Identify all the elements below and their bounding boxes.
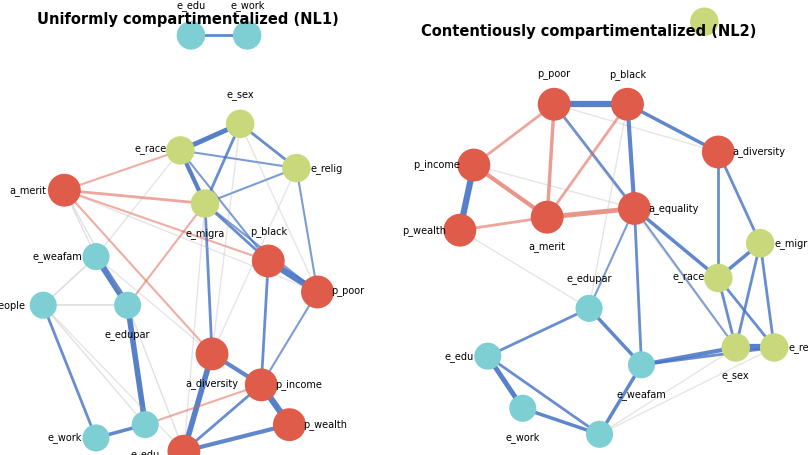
- Text: e_edupar: e_edupar: [566, 273, 612, 284]
- Point: [621, 101, 634, 108]
- Text: e_people: e_people: [0, 300, 26, 311]
- Point: [199, 200, 212, 207]
- Text: a_equality: a_equality: [649, 203, 699, 214]
- Text: e_sex: e_sex: [226, 90, 254, 100]
- Point: [37, 302, 50, 309]
- Text: e_edu: e_edu: [131, 449, 160, 455]
- Point: [174, 147, 187, 154]
- Point: [205, 350, 218, 358]
- Text: e_weafam: e_weafam: [617, 389, 667, 399]
- Point: [712, 274, 725, 282]
- Text: e_work: e_work: [230, 0, 264, 11]
- Text: e_sex: e_sex: [722, 371, 750, 381]
- Text: e_edu: e_edu: [444, 351, 473, 362]
- Text: p_poor: p_poor: [331, 287, 364, 297]
- Text: Contentiously compartimentalized (NL2): Contentiously compartimentalized (NL2): [422, 24, 757, 39]
- Point: [541, 213, 553, 221]
- Point: [58, 187, 71, 194]
- Point: [635, 361, 648, 369]
- Text: e_weafam: e_weafam: [32, 251, 82, 262]
- Point: [628, 205, 641, 212]
- Point: [234, 120, 246, 127]
- Text: p_black: p_black: [250, 226, 287, 237]
- Point: [593, 431, 606, 438]
- Point: [262, 258, 275, 265]
- Text: e_race: e_race: [134, 146, 166, 156]
- Text: e_migra: e_migra: [774, 238, 808, 249]
- Point: [178, 448, 191, 455]
- Point: [121, 302, 134, 309]
- Point: [184, 32, 197, 39]
- Text: p_income: p_income: [276, 379, 322, 390]
- Point: [583, 305, 595, 312]
- Point: [255, 381, 267, 389]
- Text: e_migra: e_migra: [185, 228, 225, 239]
- Point: [241, 32, 254, 39]
- Point: [467, 162, 480, 169]
- Point: [90, 434, 103, 441]
- Point: [754, 240, 767, 247]
- Text: e_relig: e_relig: [310, 162, 343, 173]
- Text: e_race: e_race: [672, 273, 705, 283]
- Text: p_poor: p_poor: [537, 71, 570, 81]
- Point: [698, 18, 711, 25]
- Text: e_work: e_work: [48, 433, 82, 443]
- Text: e_relig: e_relig: [788, 342, 808, 353]
- Text: p_income: p_income: [413, 160, 460, 171]
- Point: [453, 227, 466, 234]
- Point: [139, 421, 152, 428]
- Point: [283, 421, 296, 428]
- Text: e_edu: e_edu: [176, 0, 205, 11]
- Text: p_wealth: p_wealth: [402, 225, 446, 236]
- Text: p_wealth: p_wealth: [304, 419, 347, 430]
- Text: e_work: e_work: [506, 432, 540, 443]
- Point: [311, 288, 324, 296]
- Text: a_merit: a_merit: [528, 241, 566, 252]
- Text: p_black: p_black: [609, 70, 646, 81]
- Point: [482, 353, 494, 360]
- Point: [548, 101, 561, 108]
- Text: a_diversity: a_diversity: [732, 147, 785, 157]
- Point: [730, 344, 743, 351]
- Text: a_diversity: a_diversity: [186, 378, 238, 389]
- Point: [712, 148, 725, 156]
- Point: [290, 164, 303, 172]
- Point: [90, 253, 103, 260]
- Point: [516, 404, 529, 412]
- Text: a_merit: a_merit: [10, 185, 47, 196]
- Text: e_edupar: e_edupar: [105, 329, 150, 340]
- Point: [768, 344, 781, 351]
- Text: Uniformly compartimentalized (NL1): Uniformly compartimentalized (NL1): [36, 11, 339, 26]
